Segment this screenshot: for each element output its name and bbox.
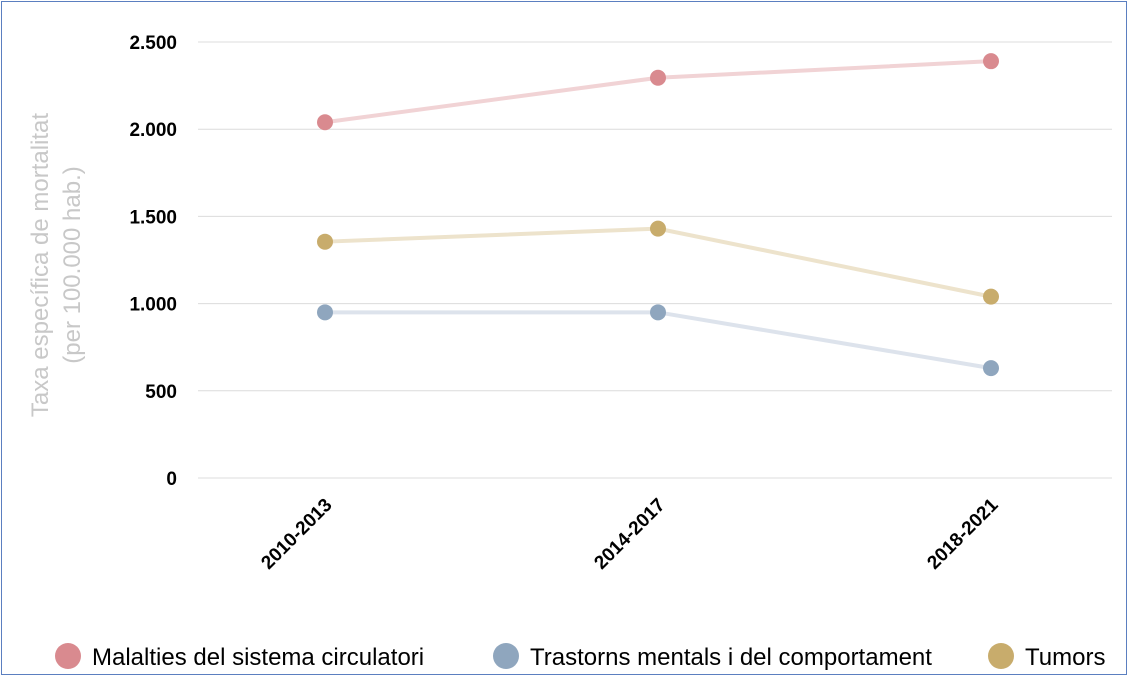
data-point	[983, 53, 999, 70]
y-axis-label-line2: (per 100.000 hab.)	[59, 166, 86, 363]
legend-marker	[493, 643, 519, 669]
y-axis-label-line1: Taxa específica de mortalitat	[27, 113, 54, 417]
y-axis-ticks: 0 500 1.000 1.500 2.000 2.500	[129, 33, 177, 490]
data-point	[650, 69, 666, 86]
data-point	[650, 220, 666, 237]
data-point	[983, 360, 999, 377]
data-point	[317, 114, 333, 131]
series-points	[317, 53, 999, 377]
series-line	[324, 226, 992, 299]
legend-marker	[988, 643, 1014, 669]
y-tick-label: 2.000	[129, 120, 177, 141]
data-point	[317, 304, 333, 321]
y-tick-label: 1.000	[129, 295, 177, 316]
data-point	[650, 304, 666, 321]
x-tick-label: 2018-2021	[923, 494, 1002, 573]
series-line	[325, 310, 992, 371]
y-tick-label: 1.500	[129, 207, 177, 228]
legend-marker	[55, 643, 81, 669]
legend-label: Malalties del sistema circulatori	[92, 644, 424, 671]
grid-lines	[198, 41, 1112, 479]
y-tick-label: 2.500	[129, 33, 177, 54]
data-point	[983, 288, 999, 305]
legend: Malalties del sistema circulatori Trastor…	[55, 643, 1105, 671]
x-tick-label: 2010-2013	[257, 495, 336, 574]
legend-label: Tumors	[1025, 644, 1105, 671]
x-tick-label: 2014-2017	[590, 495, 669, 574]
y-tick-label: 500	[145, 382, 177, 403]
data-point	[317, 233, 333, 250]
y-tick-label: 0	[166, 469, 177, 490]
series-lines	[324, 59, 992, 371]
legend-label: Trastorns mentals i del comportament	[530, 644, 932, 671]
x-axis-ticks: 2010-2013 2014-2017 2018-2021	[257, 494, 1002, 573]
